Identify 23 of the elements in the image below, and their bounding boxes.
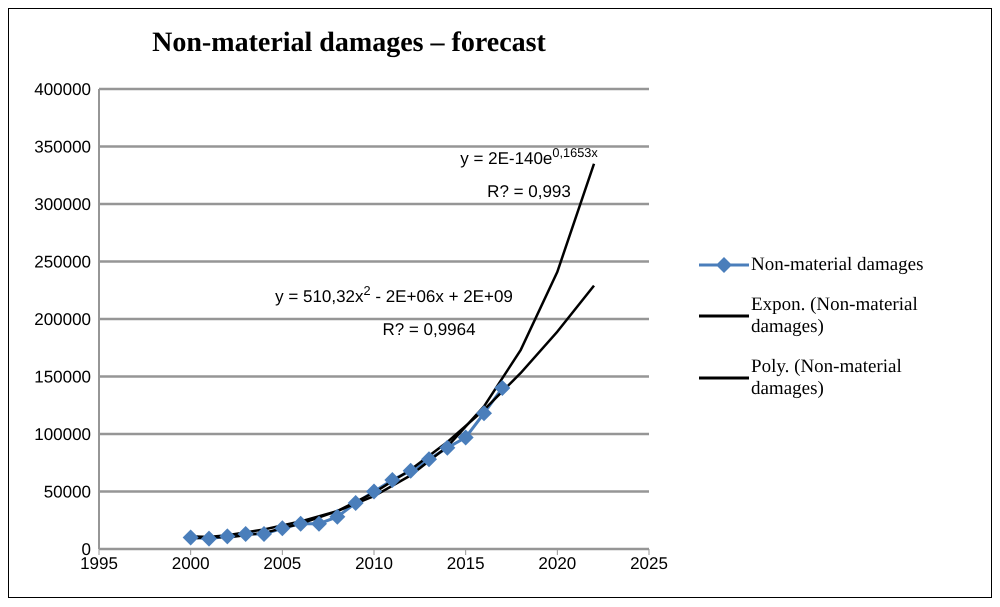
x-tick-label: 2010 [355, 554, 393, 574]
legend-label: Expon. (Non-material damages) [751, 294, 919, 338]
x-tick-label: 2005 [263, 554, 302, 574]
y-tick-label: 350000 [34, 138, 91, 157]
annotation: y = 510,32x$^{2}$ - 2E+06x + 2E+09 [275, 282, 513, 306]
y-tick-label: 150000 [34, 368, 91, 387]
x-tick-label: 2015 [446, 554, 485, 574]
x-tick-label: 2020 [538, 554, 576, 574]
y-tick-label: 50000 [44, 482, 91, 502]
chart-title: Non-material damages – forecast [151, 27, 547, 59]
y-tick-label: 400000 [34, 80, 91, 100]
annotation: R? = 0,9964 [382, 320, 476, 339]
annotation: R? = 0,993 [487, 182, 571, 201]
legend-label: Poly. (Non-material damages) [751, 356, 903, 400]
x-tick-label: 2000 [172, 554, 210, 574]
y-tick-label: 250000 [34, 252, 91, 272]
legend-label: Non-material damages [751, 254, 924, 276]
x-tick-label: 2025 [630, 554, 668, 574]
y-tick-label: 200000 [34, 310, 91, 330]
annotation: y = 2E-140e$^{0,1653x}$ [460, 144, 598, 168]
y-tick-label: 300000 [34, 195, 91, 214]
x-tick-label: 1995 [80, 554, 118, 574]
y-tick-label: 100000 [34, 425, 91, 444]
